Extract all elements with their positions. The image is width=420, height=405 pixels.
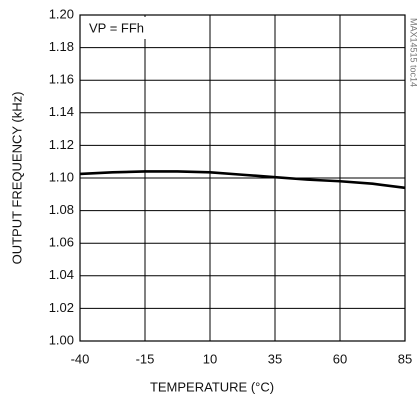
y-tick-label: 1.02 — [49, 300, 74, 315]
y-tick-label: 1.06 — [49, 235, 74, 250]
x-tick-label: 35 — [268, 351, 282, 366]
y-tick-label: 1.00 — [49, 332, 74, 347]
y-tick-label: 1.20 — [49, 6, 74, 21]
y-tick-label: 1.16 — [49, 72, 74, 87]
figure-note: MAX14515 toc14 — [409, 18, 419, 87]
y-axis-label: OUTPUT FREQUENCY (kHz) — [9, 92, 24, 265]
plot-frame — [79, 14, 406, 342]
y-tick-label: 1.12 — [49, 137, 74, 152]
annotation: VP = FFh — [89, 20, 144, 35]
y-tick-label: 1.14 — [49, 104, 74, 119]
data-line — [79, 170, 406, 190]
x-tick-label: -40 — [71, 351, 90, 366]
y-tick-label: 1.08 — [49, 202, 74, 217]
x-tick-label: -15 — [136, 351, 155, 366]
y-tick-label: 1.10 — [49, 169, 74, 184]
x-tick-label: 85 — [398, 351, 412, 366]
x-tick-label: 60 — [333, 351, 347, 366]
annotation-box — [82, 17, 162, 39]
x-axis-label: TEMPERATURE (°C) — [150, 379, 274, 394]
y-tick-label: 1.18 — [49, 39, 74, 54]
x-tick-label: 10 — [203, 351, 217, 366]
y-tick-label: 1.04 — [49, 267, 74, 282]
